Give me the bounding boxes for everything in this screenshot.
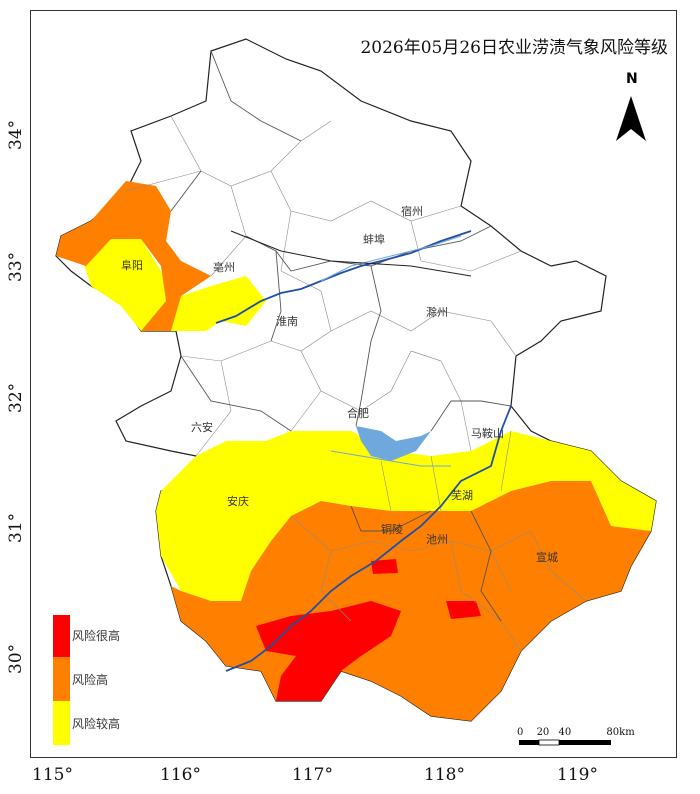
map-canvas: 宿州 蚌埠 阜阳 亳州 淮南 滁州 合肥 六安 马鞍山 安庆 芜湖 铜陵 池州 … <box>55 38 657 746</box>
city-label: 马鞍山 <box>471 426 504 440</box>
risk-area-higher-south <box>156 431 656 601</box>
x-axis-label: 119° <box>557 765 598 785</box>
scale-tick: 0 <box>517 727 524 738</box>
city-label: 芜湖 <box>451 488 473 502</box>
city-label: 六安 <box>191 420 213 434</box>
legend-swatch-higher <box>53 701 70 745</box>
north-arrow-icon <box>616 96 646 141</box>
city-label: 宣城 <box>536 550 558 564</box>
city-label: 宿州 <box>401 204 423 218</box>
scale-tick: 40 <box>558 727 572 738</box>
map-frame: 宿州 蚌埠 阜阳 亳州 淮南 滁州 合肥 六安 马鞍山 安庆 芜湖 铜陵 池州 … <box>30 10 677 758</box>
y-axis-label: 30° <box>6 643 26 674</box>
city-label: 合肥 <box>347 406 369 420</box>
chaohu-lake <box>356 426 431 461</box>
county-boundaries <box>125 115 587 652</box>
scale-unit: km <box>619 727 635 738</box>
legend-swatch-high <box>53 657 70 701</box>
city-label: 安庆 <box>227 494 249 508</box>
legend-label: 风险很高 <box>72 629 121 643</box>
city-label: 池州 <box>426 533 448 546</box>
rivers <box>215 230 512 672</box>
scale-tick: 20 <box>536 727 550 738</box>
scale-tick: 80 <box>606 727 620 738</box>
north-label: N <box>626 71 638 87</box>
y-axis-label: 31° <box>6 512 26 543</box>
y-axis-label: 34° <box>6 119 26 150</box>
city-boundaries <box>170 50 512 622</box>
risk-area-high-north <box>56 181 211 331</box>
x-axis-label: 115° <box>32 765 73 785</box>
county-line-major <box>230 230 472 277</box>
y-axis-label: 32° <box>6 382 26 413</box>
streams <box>320 235 462 467</box>
risk-area-very-high-small-2 <box>371 559 398 574</box>
city-label: 阜阳 <box>121 259 143 272</box>
city-label: 滁州 <box>426 305 448 319</box>
legend-swatch-very-high <box>53 615 70 657</box>
scale-labels: 0 20 40 80km <box>517 727 635 738</box>
x-axis-label: 118° <box>424 765 465 785</box>
y-axis-label: 33° <box>6 251 26 282</box>
map-title: 2026年05月26日农业涝渍气象风险等级 <box>360 38 668 58</box>
risk-area-high-south <box>171 481 651 721</box>
legend-label: 风险较高 <box>72 717 121 731</box>
legend-label: 风险高 <box>72 673 109 687</box>
risk-area-very-high-small-1 <box>446 601 481 619</box>
risk-area-higher-north <box>81 239 266 331</box>
x-axis-label: 116° <box>160 765 201 785</box>
city-label: 亳州 <box>213 260 235 274</box>
scale-bar <box>519 739 611 746</box>
x-axis-label: 117° <box>292 765 333 785</box>
city-label: 铜陵 <box>381 522 403 536</box>
city-label: 蚌埠 <box>363 232 385 246</box>
city-label: 淮南 <box>276 315 298 328</box>
